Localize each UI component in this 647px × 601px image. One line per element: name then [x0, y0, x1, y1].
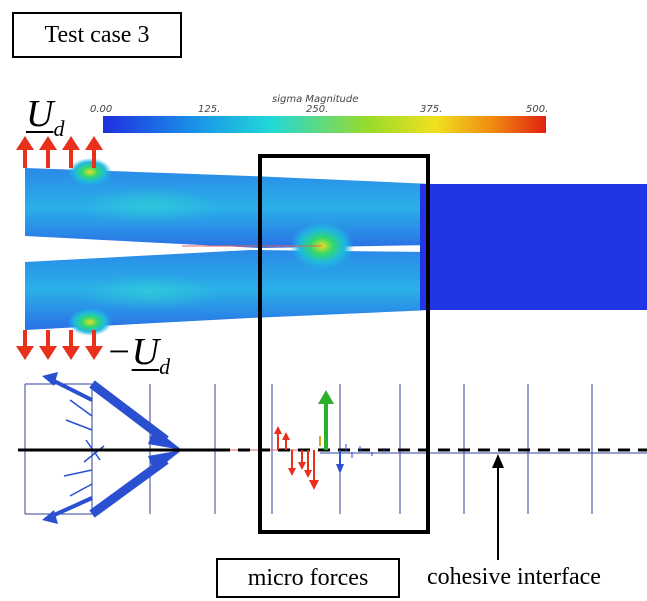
test-case-text: Test case 3: [44, 21, 150, 48]
cohesive-interface-label: cohesive interface: [427, 564, 601, 590]
lower-arm: [25, 250, 432, 330]
micro-forces-text: micro forces: [247, 564, 369, 591]
top-load-arrows: [16, 136, 103, 168]
colorbar-tick-2: 250.: [306, 104, 329, 115]
stress-top-left: [68, 158, 112, 186]
colorbar: [103, 116, 546, 133]
large-force-arrows: [42, 372, 182, 524]
micro-forces-highlight-box: [258, 154, 430, 534]
bottom-load-arrows: [16, 330, 103, 360]
bottom-displacement-label: −Ud: [106, 331, 171, 379]
colorbar-tick-1: 125.: [198, 104, 221, 115]
micro-forces-label: micro forces: [216, 558, 400, 598]
stress-bottom-left: [68, 308, 112, 336]
colorbar-tick-4: 500.: [526, 104, 549, 115]
colorbar-tick-3: 375.: [420, 104, 443, 115]
test-case-label: Test case 3: [12, 12, 182, 58]
top-displacement-label: Ud: [26, 93, 65, 141]
stress-band-lower: [80, 274, 220, 310]
uncracked-block: [420, 184, 647, 310]
stress-band-upper: [80, 187, 220, 223]
colorbar-title: sigma Magnitude: [272, 94, 359, 105]
cohesive-interface-pointer: [492, 454, 504, 560]
micro-force-arrows: [274, 390, 385, 490]
colorbar-tick-0: 0.00: [90, 104, 113, 115]
